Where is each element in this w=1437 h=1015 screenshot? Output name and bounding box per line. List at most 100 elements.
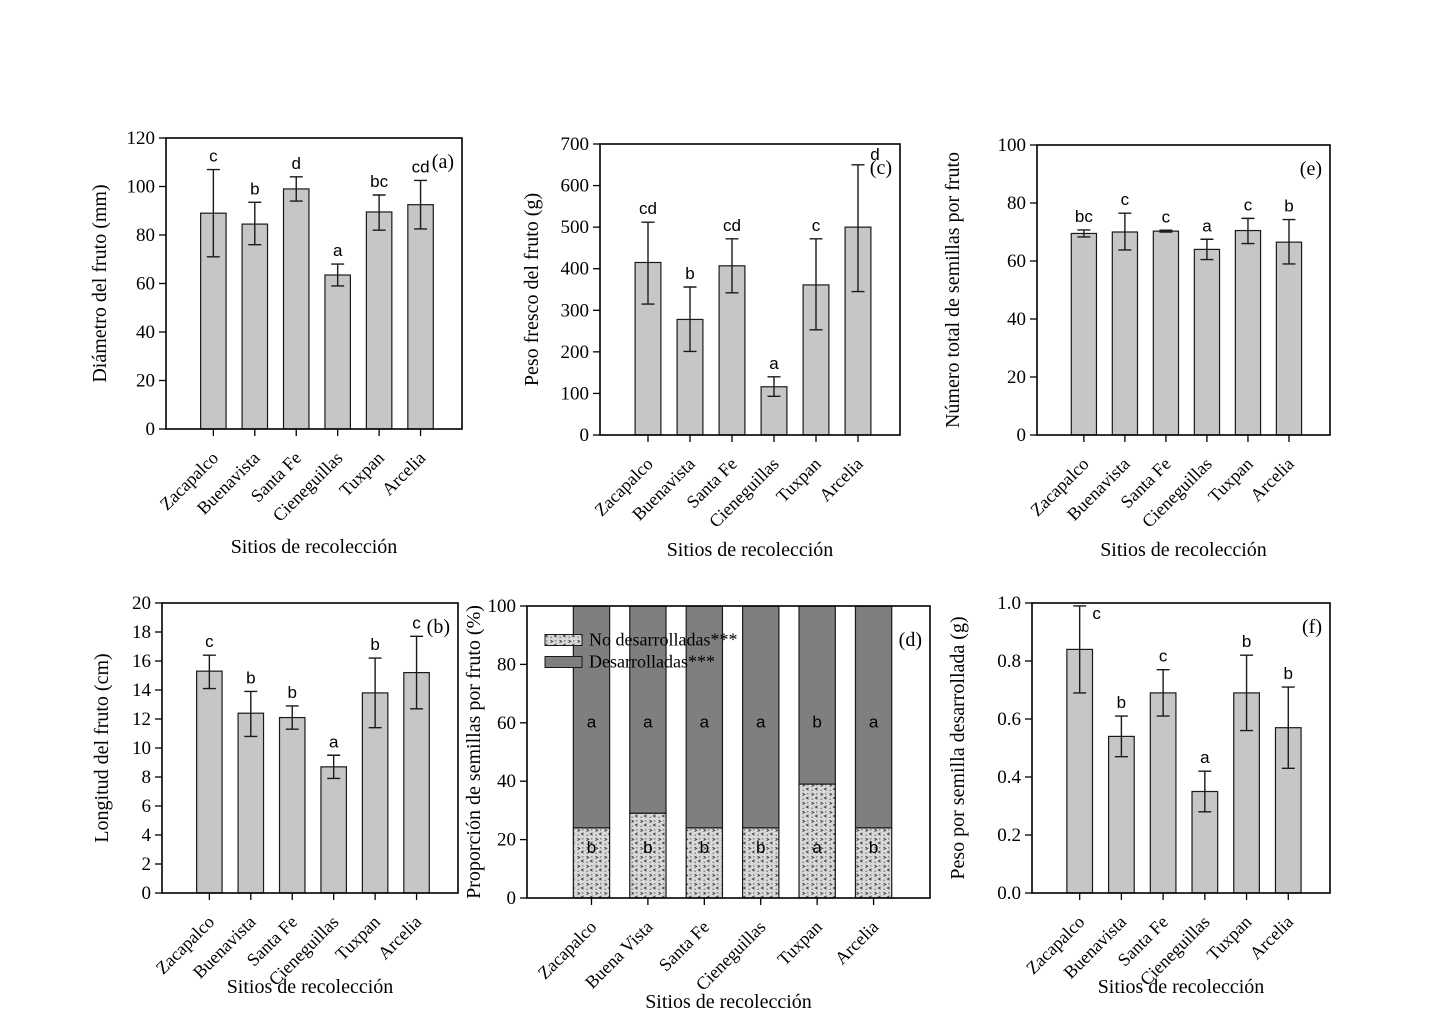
error-bar [202,654,216,690]
sig-letter: a [587,712,597,731]
plot-box [1036,144,1331,436]
y-tick-label: 20 [132,593,151,614]
bar [237,712,265,894]
error-bar [809,238,823,331]
y-tick-label: 500 [561,217,590,238]
bar [407,204,434,430]
bar [1107,735,1135,894]
sig-letter: a [1202,216,1212,235]
error-bar [683,286,697,353]
sig-letter: a [869,712,879,731]
bar-segment-developed [854,605,893,829]
sig-letter: a [769,354,779,373]
panel-tag: (e) [1300,158,1322,180]
y-tick-label: 18 [132,622,151,643]
plot-box [1031,602,1331,894]
y-tick-label: 0 [580,425,590,446]
y-tick-label: 400 [561,259,590,280]
y-tick-label: 40 [1007,309,1026,330]
y-tick-label: 6 [142,796,152,817]
error-bar [1241,217,1255,245]
sig-letter: c [205,632,214,651]
charts-root: cbdabccd020406080100120ZacapalcoBuenavis… [89,128,1331,1013]
y-tick-label: 0.6 [997,709,1021,730]
bar-segment-undeveloped [798,783,836,899]
x-axis-title: Sitios de recolección [1100,539,1267,561]
error-bar [1240,654,1254,732]
bar [365,211,393,430]
sig-letter: d [292,154,301,173]
y-tick-label: 8 [142,767,152,788]
bar [241,223,269,430]
y-tick-label: 600 [561,176,590,197]
y-tick-label: 2 [142,854,152,875]
sig-letter: bc [370,172,388,191]
x-axis-title: Sitios de recolección [667,539,834,561]
panel-tag: (c) [870,157,892,179]
y-tick-label: 0.0 [997,883,1021,904]
y-tick-label: 0.2 [997,825,1021,846]
sig-letter: b [1242,632,1251,651]
y-tick-label: 700 [561,134,590,155]
x-axis-title: Sitios de recolección [227,976,394,998]
bar-segment-developed [629,605,667,814]
x-category-label: Arcelia [378,448,430,500]
legend-swatch [544,634,583,646]
bar [1234,229,1262,436]
y-tick-label: 0.8 [997,651,1021,672]
error-bar [248,201,262,246]
y-tick-label: 12 [132,709,151,730]
panel-tag: (a) [432,151,454,173]
panel-c: cdbcdacd0100200300400500600700ZacapalcoB… [521,134,901,561]
bar [1111,231,1139,436]
error-bar [244,690,258,738]
sig-letter: b [1284,197,1293,216]
y-tick-label: 100 [998,135,1027,156]
y-tick-label: 80 [497,654,516,675]
error-bar [327,754,341,780]
sig-letter: a [700,712,710,731]
plot-box [599,143,901,436]
x-axis-title: Sitios de recolección [231,536,398,558]
error-bar [331,263,345,287]
y-tick-label: 0 [507,888,517,909]
bar [1149,692,1177,894]
panel-a: cbdabccd020406080100120ZacapalcoBuenavis… [89,128,463,558]
y-tick-label: 0 [146,419,156,440]
y-tick-label: 40 [136,322,155,343]
error-bar [206,168,220,258]
legend-swatch [544,656,583,668]
y-tick-label: 60 [136,274,155,295]
sig-letter: b [370,635,379,654]
bar [278,716,306,894]
sig-letter: a [329,732,339,751]
y-axis-title: Longitud del fruto (cm) [91,653,113,842]
bar [324,274,352,430]
y-tick-label: 60 [497,713,516,734]
sig-letter: b [288,683,297,702]
x-axis-title: Sitios de recolección [1098,976,1265,998]
error-bar [1281,686,1295,769]
x-axis-title: Sitios de recolección [645,991,812,1013]
bar-segment-developed [798,605,836,785]
y-tick-label: 0 [1017,425,1027,446]
x-category-label: Santa Fe [655,917,713,975]
sig-letter: a [333,241,343,260]
sig-letter: b [1117,693,1126,712]
sig-letter: c [1162,207,1171,226]
sig-letter: cd [412,157,430,176]
sig-letter: bc [1075,207,1093,226]
y-tick-label: 40 [497,771,516,792]
bar [320,766,348,894]
y-tick-label: 100 [561,383,590,404]
error-bar [1198,770,1212,813]
y-tick-label: 14 [132,680,152,701]
error-bar [285,705,299,730]
x-category-label: Arcelia [374,912,426,964]
y-tick-label: 0.4 [997,767,1021,788]
error-bar [641,221,655,305]
